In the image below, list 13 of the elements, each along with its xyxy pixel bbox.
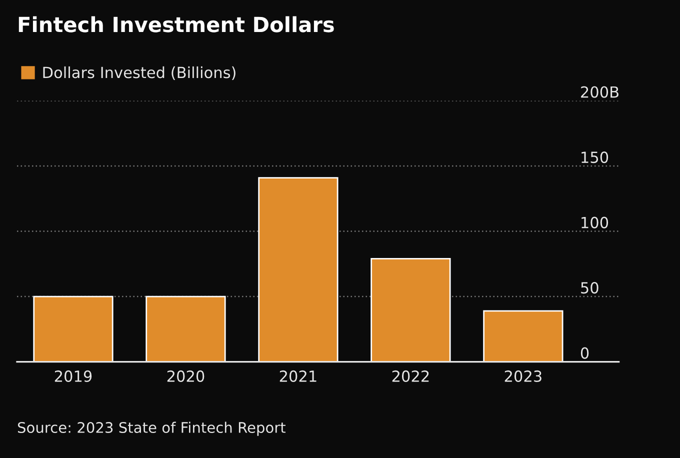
x-tick-label: 2019 (54, 370, 92, 382)
x-tick-label: 2023 (504, 370, 542, 382)
x-tick-label: 2022 (392, 370, 429, 382)
source-note: Source: 2023 State of Fintech Report (18, 422, 286, 436)
y-tick-label: 100 (582, 216, 608, 228)
y-tick-label: 200B (581, 86, 618, 98)
x-tick-label: 2021 (280, 370, 316, 382)
chart-title: Fintech Investment Dollars (18, 16, 334, 32)
y-tick-label: 150 (582, 152, 608, 164)
y-tick-label: 50 (581, 282, 598, 294)
y-tick-label: 0 (580, 347, 589, 359)
x-tick-label: 2020 (167, 370, 204, 382)
legend-label: Dollars Invested (Billions) (43, 66, 236, 80)
